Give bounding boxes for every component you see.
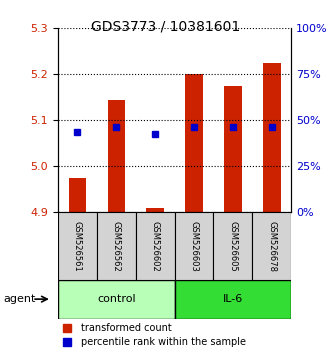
FancyBboxPatch shape xyxy=(175,212,213,280)
FancyBboxPatch shape xyxy=(252,212,291,280)
FancyBboxPatch shape xyxy=(213,212,252,280)
Text: percentile rank within the sample: percentile rank within the sample xyxy=(81,337,246,348)
Text: GSM526605: GSM526605 xyxy=(228,221,237,272)
Bar xyxy=(224,86,242,212)
Text: GSM526562: GSM526562 xyxy=(112,221,121,272)
Text: GSM526602: GSM526602 xyxy=(151,221,160,272)
Bar xyxy=(185,74,203,212)
FancyBboxPatch shape xyxy=(175,280,291,319)
FancyBboxPatch shape xyxy=(136,212,175,280)
Text: GDS3773 / 10381601: GDS3773 / 10381601 xyxy=(91,19,240,34)
Text: agent: agent xyxy=(3,294,36,304)
Bar xyxy=(146,208,164,212)
Bar xyxy=(263,63,281,212)
Text: control: control xyxy=(97,294,136,304)
Bar xyxy=(108,100,125,212)
Text: GSM526678: GSM526678 xyxy=(267,221,276,272)
Text: GSM526603: GSM526603 xyxy=(190,221,199,272)
FancyBboxPatch shape xyxy=(97,212,136,280)
Text: transformed count: transformed count xyxy=(81,322,172,332)
Bar xyxy=(69,178,86,212)
FancyBboxPatch shape xyxy=(58,212,97,280)
FancyBboxPatch shape xyxy=(58,280,175,319)
Text: IL-6: IL-6 xyxy=(223,294,243,304)
Text: GSM526561: GSM526561 xyxy=(73,221,82,272)
